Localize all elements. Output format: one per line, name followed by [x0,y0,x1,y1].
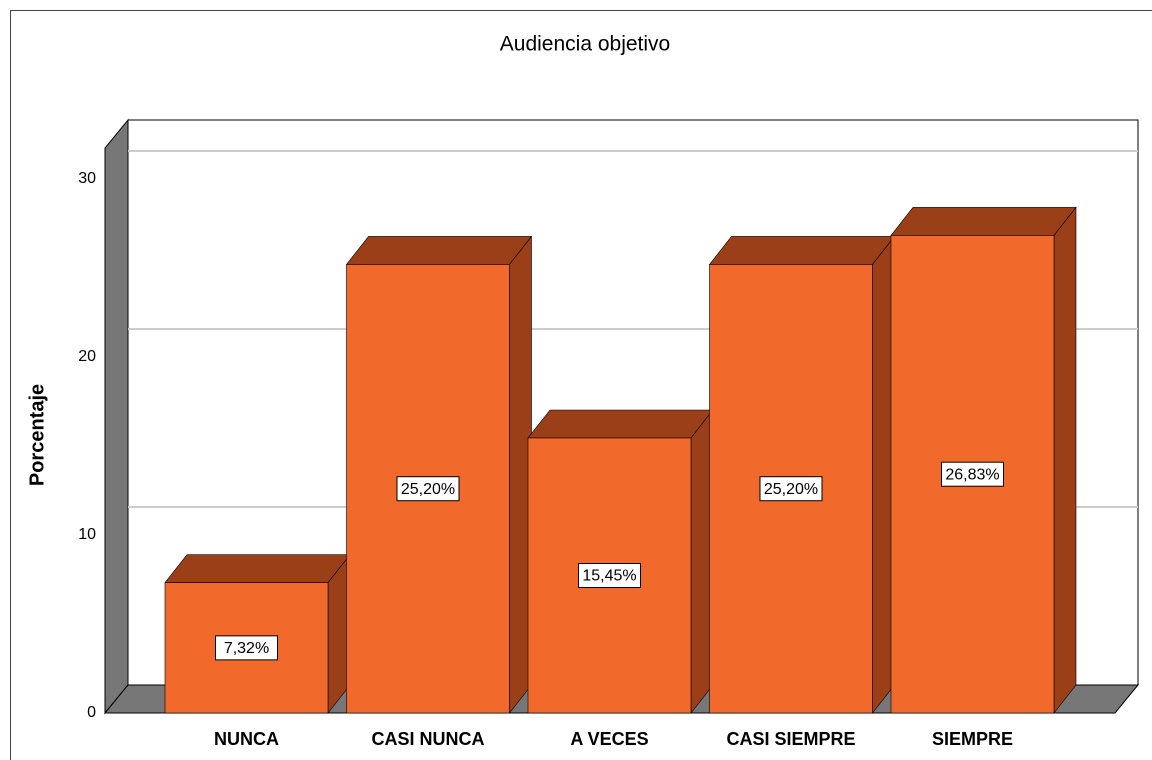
y-tick-label: 10 [78,526,96,543]
left-wall [104,118,129,715]
value-label: 15,45% [582,568,636,585]
bar [345,235,533,714]
bar [890,206,1077,714]
bar-top [164,554,351,584]
bar-top [890,207,1077,236]
bar [527,409,714,714]
value-label-box [941,461,1004,487]
value-label: 25,20% [764,481,818,498]
bar-top [527,409,714,439]
chart-title: Audiencia objetivo [500,33,670,56]
bar [708,235,896,714]
bar-side [1053,206,1077,714]
x-tick-label: A VECES [570,729,648,749]
x-tick-label: NUNCA [214,729,279,749]
y-axis-label: Porcentaje [26,384,48,486]
y-tick-label: 30 [78,170,96,187]
value-label: 7,32% [224,640,269,657]
bar-top [708,236,896,265]
value-label-box [396,476,460,502]
value-label: 25,20% [401,481,455,498]
bar [164,553,351,714]
y-tick-label: 0 [87,704,96,721]
x-tick-label: CASI NUNCA [371,729,484,749]
x-tick-label: CASI SIEMPRE [726,729,855,749]
y-tick-label: 20 [78,348,96,365]
bar-top [345,236,533,265]
value-label: 26,83% [945,466,999,483]
value-label-box [215,635,278,661]
x-tick-label: SIEMPRE [932,729,1013,749]
value-label-box [578,562,641,588]
value-label-box [759,476,823,502]
